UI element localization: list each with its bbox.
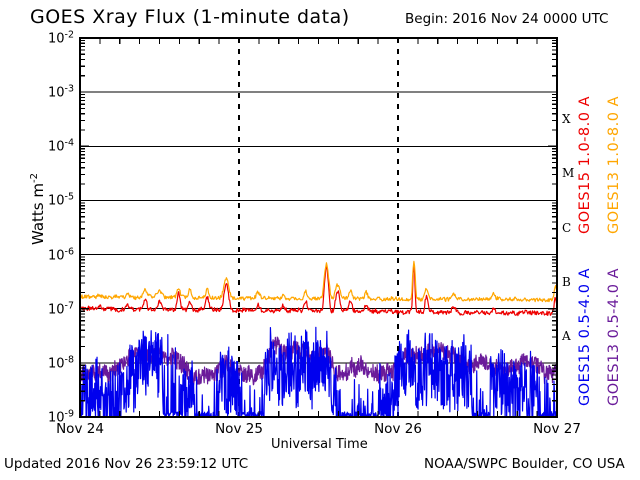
x-tick-label: Nov 26	[374, 421, 422, 437]
series-0	[79, 260, 558, 303]
y-tick-label: 10-6	[47, 245, 74, 264]
legend-goes13-long: GOES13 1.0-8.0 A	[606, 96, 622, 234]
y-tick-label: 10-4	[47, 137, 74, 155]
flare-class-c: C	[562, 220, 572, 235]
series-3	[79, 326, 558, 418]
begin-time-label: Begin: 2016 Nov 24 0000 UTC	[405, 11, 609, 27]
y-tick-label: 10-2	[47, 29, 74, 47]
page-title: GOES Xray Flux (1-minute data)	[30, 6, 350, 28]
y-tick-label: 10-8	[47, 354, 74, 372]
updated-timestamp: Updated 2016 Nov 26 23:59:12 UTC	[4, 456, 249, 472]
y-tick-label: 10-3	[47, 83, 74, 101]
y-tick-label: 10-9	[47, 408, 74, 426]
credit-label: NOAA/SWPC Boulder, CO USA	[424, 456, 625, 472]
x-tick-label: Nov 25	[215, 421, 263, 437]
flare-class-b: B	[562, 274, 571, 289]
legend-goes15-long: GOES15 1.0-8.0 A	[577, 96, 593, 234]
x-tick-label: Nov 24	[56, 421, 104, 437]
y-tick-label: 10-7	[47, 300, 74, 318]
x-axis-title: Universal Time	[271, 437, 368, 452]
legend-goes13-short: GOES13 0.5-4.0 A	[606, 268, 622, 406]
y-tick-label: 10-5	[47, 191, 74, 210]
legend-goes15-short: GOES15 0.5-4.0 A	[577, 268, 593, 406]
series-1	[79, 265, 558, 317]
flare-class-m: M	[562, 166, 575, 181]
flare-class-x: X	[562, 112, 571, 127]
flare-class-a: A	[562, 328, 571, 343]
x-tick-label: Nov 27	[533, 421, 581, 437]
